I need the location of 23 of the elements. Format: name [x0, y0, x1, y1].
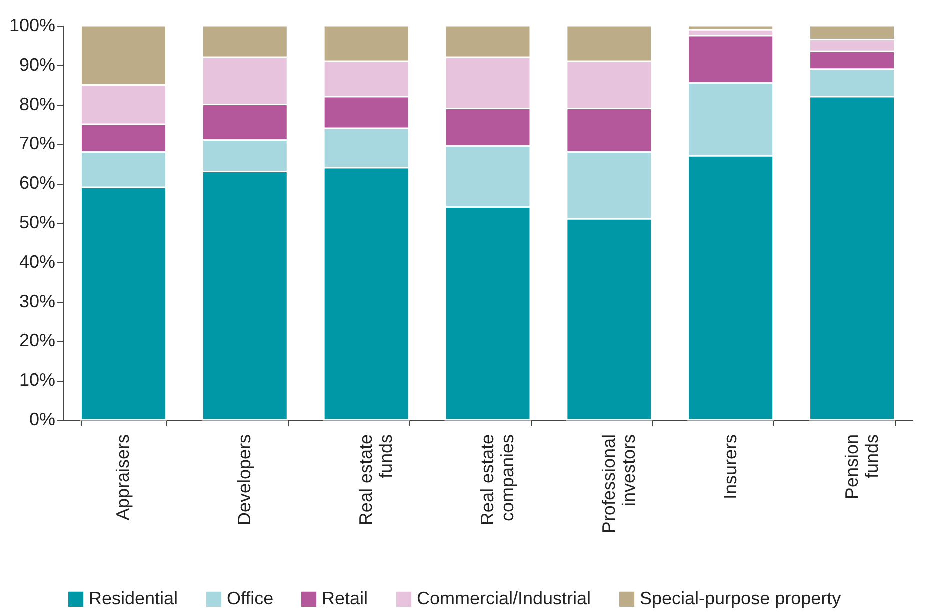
y-tick-label: 100%	[9, 16, 56, 36]
x-tick-label: Professional investors	[598, 434, 639, 534]
legend-label: Office	[227, 588, 274, 608]
y-tick-label: 90%	[19, 54, 56, 75]
x-tick-label: Real estate funds	[356, 434, 396, 526]
y-tick-label: 10%	[19, 370, 56, 390]
y-tick-label: 30%	[19, 291, 56, 312]
x-tick-label: Pension funds	[842, 434, 882, 500]
y-tick-label: 60%	[19, 173, 56, 194]
y-tick-label: 50%	[19, 212, 56, 232]
y-tick-label: 80%	[19, 94, 56, 114]
legend-label: Special-purpose property	[640, 588, 842, 608]
legend-label: Residential	[89, 588, 178, 608]
x-tick-label: Developers	[234, 434, 255, 526]
x-tick-label: Insurers	[720, 434, 740, 500]
legend-label: Commercial/Industrial	[417, 588, 592, 608]
y-tick-label: 20%	[19, 330, 56, 351]
y-tick-label: 40%	[19, 252, 56, 272]
legend-label: Retail	[322, 588, 368, 608]
y-tick-label: 0%	[29, 410, 56, 430]
y-tick-label: 70%	[19, 134, 56, 154]
x-tick-label: Real estate companies	[478, 434, 518, 526]
x-tick-label: Appraisers	[113, 434, 134, 521]
